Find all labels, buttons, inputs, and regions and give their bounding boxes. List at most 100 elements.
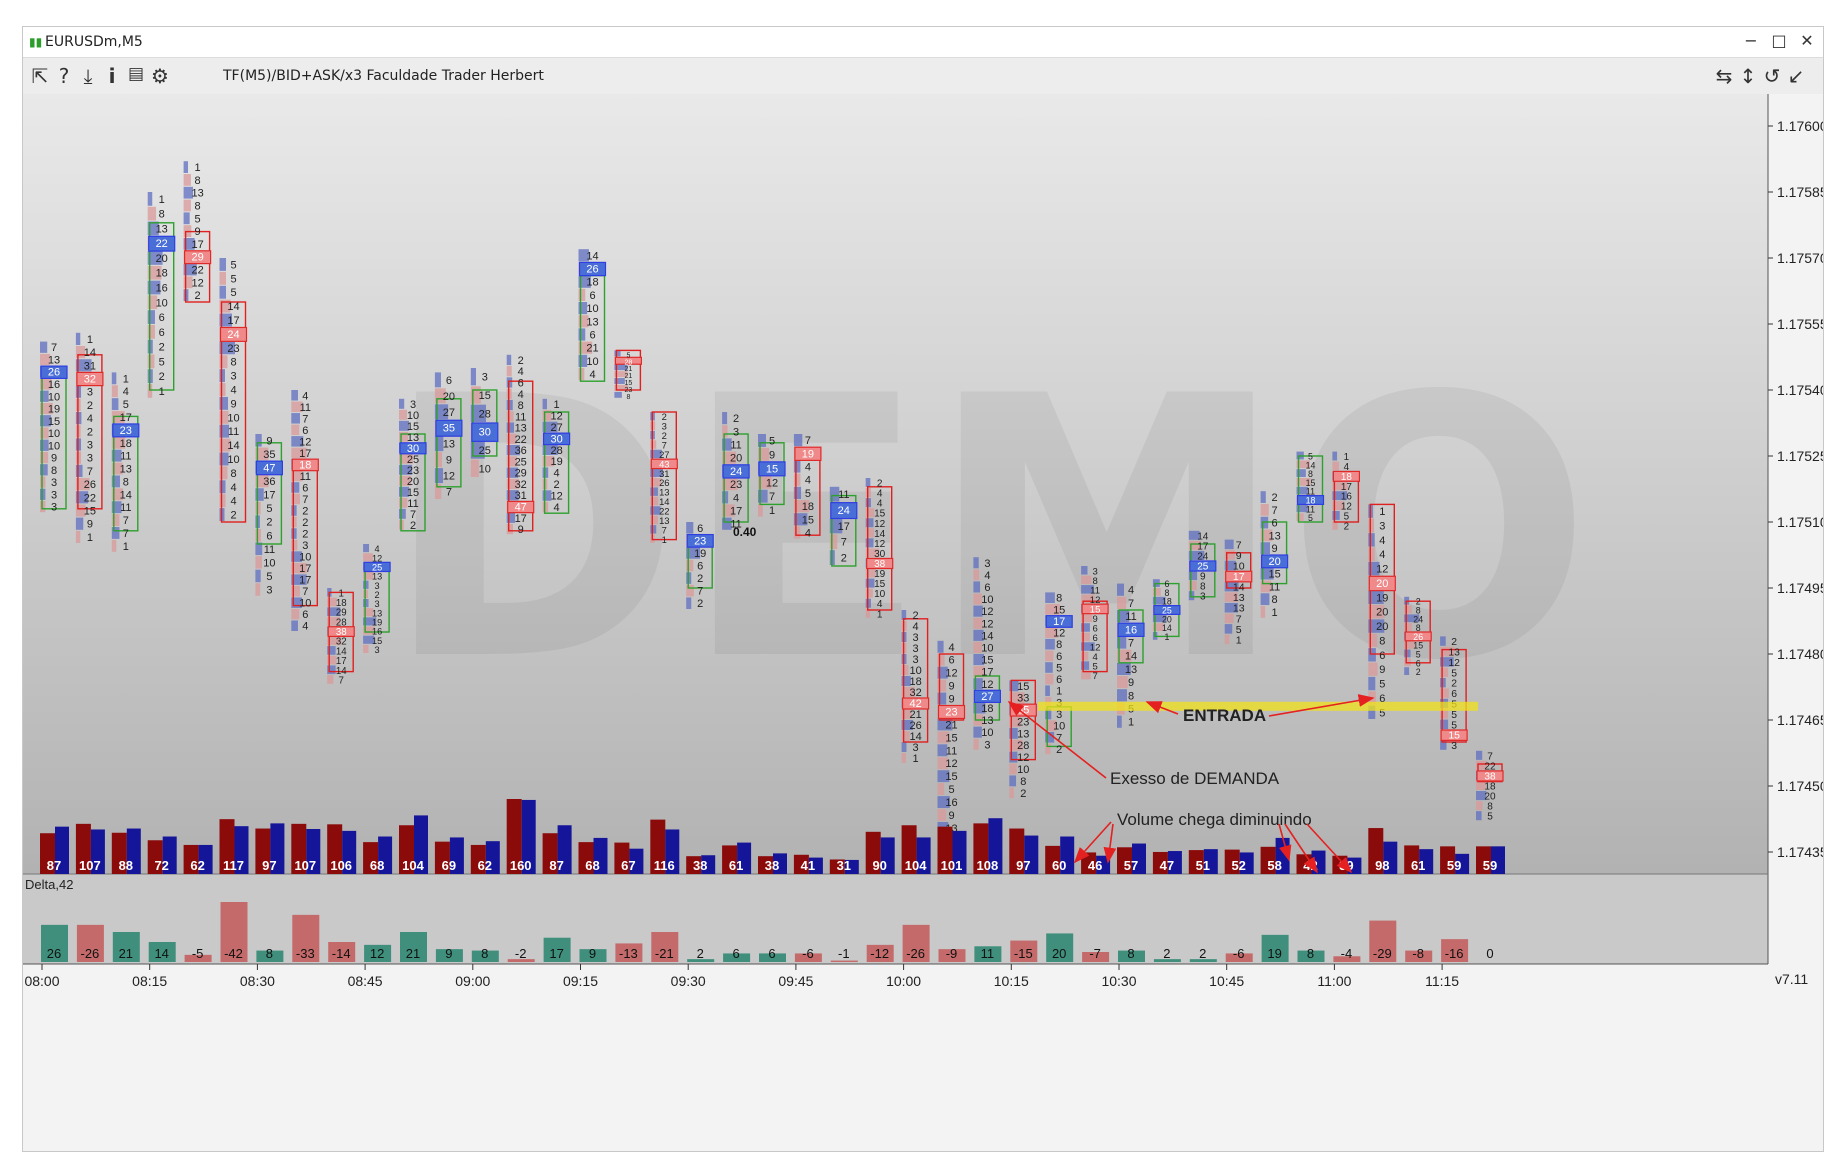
volume-profile-cell — [255, 583, 261, 596]
volume-profile-cell — [793, 460, 801, 473]
footprint-cell-value: 28 — [479, 408, 491, 420]
footprint-cell-value: 15 — [874, 509, 886, 520]
volume-profile-cell — [973, 654, 985, 666]
volume-profile-cell — [1081, 594, 1095, 604]
volume-profile-cell — [614, 384, 629, 391]
delta-bar — [902, 924, 930, 962]
bid-volume-bar — [614, 842, 630, 874]
volume-profile-cell — [1476, 780, 1486, 791]
price-tick-label: 1.17600 — [1777, 118, 1823, 134]
footprint-cell-value: 5 — [769, 435, 775, 447]
chart-template-icon[interactable]: ▤ — [127, 64, 145, 84]
fit-vertical-icon[interactable]: ↕ — [1739, 64, 1757, 88]
footprint-cell-value: 1 — [123, 541, 129, 553]
volume-profile-cell — [219, 341, 235, 355]
volume-profile-cell — [1368, 518, 1375, 533]
volume-profile-cell — [255, 528, 261, 542]
volume-profile-cell — [1152, 623, 1164, 631]
bar-volume-label: 39 — [1339, 858, 1353, 873]
volume-profile-cell — [111, 501, 122, 514]
bid-volume-bar — [973, 823, 989, 874]
time-tick-label: 10:15 — [994, 973, 1029, 989]
volume-profile-cell — [1296, 478, 1311, 486]
maximize-icon[interactable]: □ — [1771, 31, 1787, 50]
footprint-cell-value: 26 — [1413, 632, 1423, 642]
ask-volume-bar — [952, 830, 967, 874]
delta-bar — [1118, 950, 1145, 962]
footprint-cell-value: 15 — [945, 771, 957, 783]
footprint-cell-value: 42 — [909, 698, 921, 710]
footprint-cell-value: 22 — [1484, 761, 1496, 772]
volume-profile-cell — [758, 447, 770, 461]
ask-volume-bar — [701, 855, 716, 874]
candle-body-box — [220, 301, 247, 523]
volume-profile-cell — [1188, 550, 1205, 560]
candle-body-box — [436, 398, 462, 488]
help-icon[interactable]: ? — [58, 64, 70, 88]
poc-cell — [76, 371, 104, 387]
volume-profile-cell — [1332, 451, 1338, 461]
footprint-cell-value: 12 — [1090, 595, 1101, 606]
footprint-cell-value: 5 — [123, 399, 129, 411]
volume-profile-cell — [1009, 787, 1014, 799]
footprint-cell-value: 12 — [766, 477, 778, 489]
volume-profile-cell — [363, 635, 375, 644]
volume-profile-cell — [1009, 763, 1017, 775]
footprint-cell-value: 5 — [195, 213, 201, 225]
volume-profile-cell — [434, 388, 446, 404]
candle-body-box — [256, 442, 283, 545]
volume-profile-cell — [578, 275, 591, 288]
footprint-cell-value: 22 — [156, 238, 168, 250]
footprint-cell-value: 38 — [874, 559, 886, 570]
bid-volume-bar — [1260, 846, 1276, 874]
volume-profile-cell — [542, 398, 547, 410]
volume-profile-cell — [1440, 657, 1454, 667]
footprint-cell-value: 2 — [302, 529, 308, 541]
swap-arrows-icon[interactable]: ⇆ — [1715, 64, 1733, 88]
minimize-icon[interactable]: − — [1744, 31, 1758, 50]
poc-cell — [614, 356, 643, 365]
footprint-cell-value: 10 — [227, 412, 239, 424]
volume-profile-cell — [291, 608, 300, 620]
footprint-cell-value: 6 — [697, 561, 703, 573]
footprint-cell-value: 4 — [589, 369, 595, 381]
gear-icon[interactable]: ⚙ — [151, 64, 169, 88]
cursor-icon[interactable]: ⇱ — [31, 64, 49, 88]
footprint-cell-value: 11 — [730, 440, 741, 452]
corner-arrow-icon[interactable]: ↙ — [1787, 64, 1805, 88]
footprint-cell-value: 7 — [841, 537, 847, 549]
delta-value-label: 20 — [1052, 946, 1066, 961]
info-icon[interactable]: i — [108, 64, 116, 88]
delta-value-label: -14 — [332, 946, 351, 961]
volume-profile-cell — [1260, 491, 1266, 503]
footprint-chart[interactable]: DEMO Delta,42 v7.11 1.17600 1.17585 1.1757… — [23, 94, 1823, 1151]
reset-icon[interactable]: ↺ — [1763, 64, 1781, 88]
footprint-cell-value: 3 — [913, 742, 919, 754]
footprint-cell-value: 7 — [1128, 638, 1134, 650]
poc-cell — [148, 235, 176, 252]
volume-profile-cell — [614, 371, 628, 378]
footprint-cell-value: 26 — [48, 367, 60, 379]
volume-arrow-4 — [1284, 823, 1318, 874]
close-icon[interactable]: ✕ — [1800, 31, 1814, 50]
volume-profile-cell — [111, 488, 124, 501]
volume-profile-cell — [327, 607, 341, 617]
footprint-cell-value: 14 — [1306, 460, 1316, 470]
ask-volume-bar — [55, 826, 69, 874]
footprint-cell-value: 13 — [407, 432, 419, 444]
footprint-cell-value: 9 — [948, 681, 954, 693]
footprint-cell-value: 1 — [1128, 717, 1134, 729]
footprint-cell-value: 8 — [626, 394, 630, 401]
volume-profile-cell — [1404, 623, 1412, 631]
download-icon[interactable]: ⤓ — [83, 64, 93, 88]
candle-body-box — [1225, 552, 1252, 589]
bar-volume-label: 57 — [1124, 858, 1138, 873]
ask-volume-bar — [234, 826, 249, 874]
ask-volume-bar — [1132, 843, 1146, 874]
bar-volume-label: 108 — [977, 858, 999, 873]
ask-volume-bar — [737, 842, 752, 874]
footprint-cell-value: 7 — [1128, 598, 1134, 610]
